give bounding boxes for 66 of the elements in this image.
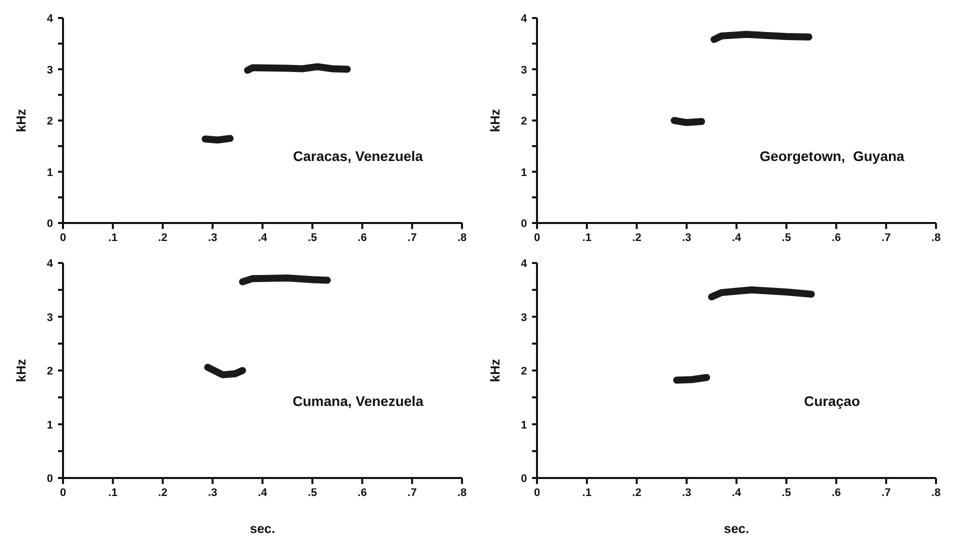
x-tick-label: .6 <box>358 232 367 244</box>
x-tick-label: .6 <box>832 232 841 244</box>
y-tick-label: 4 <box>46 13 54 25</box>
annotation: Cumana, Venezuela <box>292 393 424 409</box>
x-tick-label: .5 <box>308 232 317 244</box>
x-tick-label: .3 <box>682 232 692 244</box>
y-axis-title: kHz <box>488 358 503 382</box>
x-tick-label: .1 <box>582 232 592 244</box>
x-tick-label: .2 <box>158 487 168 499</box>
x-tick-label: .8 <box>931 487 941 499</box>
y-tick-label: 1 <box>520 419 527 432</box>
y-tick-label: 4 <box>520 258 528 270</box>
y-tick-label: 3 <box>46 312 53 324</box>
x-tick-label: .1 <box>108 232 118 244</box>
y-tick-label: 1 <box>46 166 53 179</box>
y-tick-label: 4 <box>520 13 528 25</box>
y-tick-label: 0 <box>46 218 53 230</box>
x-tick-label: 0 <box>60 487 66 499</box>
x-tick-label: .4 <box>732 232 742 244</box>
x-tick-label: .2 <box>632 232 642 244</box>
x-tick-label: 0 <box>534 232 540 244</box>
x-tick-label: .2 <box>632 487 642 499</box>
x-tick-label: .4 <box>258 232 268 244</box>
x-tick-label: .7 <box>408 487 417 499</box>
y-tick-label: 0 <box>520 218 527 230</box>
y-tick-label: 1 <box>520 166 527 179</box>
x-tick-label: .6 <box>358 487 367 499</box>
x-tick-label: .2 <box>158 232 168 244</box>
x-tick-label: .5 <box>308 487 317 499</box>
x-tick-label: .1 <box>108 487 118 499</box>
y-tick-label: 2 <box>520 116 527 128</box>
y-tick-label: 1 <box>46 419 53 432</box>
y-tick-label: 3 <box>520 64 527 76</box>
y-tick-label: 3 <box>520 312 527 324</box>
x-tick-label: .3 <box>208 487 218 499</box>
y-axis-title: kHz <box>14 108 29 132</box>
y-tick-label: 3 <box>46 64 53 76</box>
x-tick-label: .5 <box>782 487 791 499</box>
x-tick-label: .7 <box>882 487 891 499</box>
x-tick-label: 0 <box>60 232 66 244</box>
annotation: Curaçao <box>802 393 862 409</box>
x-tick-label: 0 <box>534 487 540 499</box>
x-tick-label: .4 <box>732 487 742 499</box>
x-tick-label: .4 <box>258 487 268 499</box>
x-axis-title: sec. <box>250 521 276 536</box>
y-axis-title: kHz <box>14 358 29 382</box>
y-tick-label: 2 <box>520 366 527 378</box>
x-tick-label: .6 <box>832 487 841 499</box>
x-tick-label: .7 <box>408 232 417 244</box>
x-tick-label: .8 <box>457 232 467 244</box>
x-tick-label: .7 <box>882 232 891 244</box>
x-tick-label: .3 <box>682 487 692 499</box>
x-tick-label: .8 <box>931 232 941 244</box>
x-tick-label: .5 <box>782 232 791 244</box>
y-tick-label: 4 <box>46 258 54 270</box>
x-tick-label: .3 <box>208 232 218 244</box>
y-tick-label: 2 <box>46 366 53 378</box>
x-tick-label: .1 <box>582 487 592 499</box>
annotation: Caracas, Venezuela <box>292 148 424 164</box>
annotation: Georgetown, Guyana <box>758 148 906 164</box>
y-tick-label: 0 <box>520 473 527 485</box>
x-axis-title: sec. <box>724 521 750 536</box>
x-tick-label: .8 <box>457 487 467 499</box>
y-tick-label: 2 <box>46 116 53 128</box>
y-axis-title: kHz <box>488 108 503 132</box>
y-tick-label: 0 <box>46 473 53 485</box>
